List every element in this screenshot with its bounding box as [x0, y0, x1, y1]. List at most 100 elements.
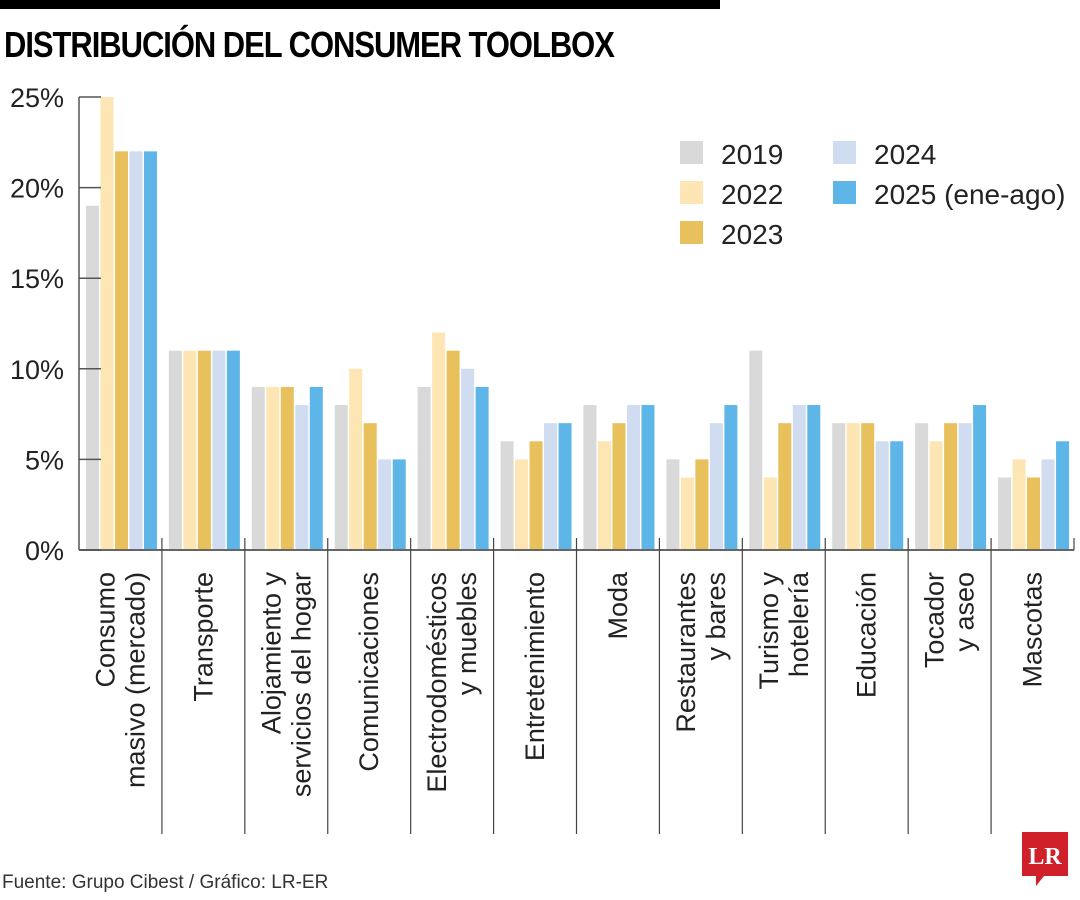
y-tick-label: 25% [10, 83, 64, 113]
bar-2025-cat-0 [143, 151, 157, 551]
bar-2023-cat-9 [861, 423, 875, 550]
chart-title: DISTRIBUCIÓN DEL CONSUMER TOOLBOX [4, 24, 615, 65]
bar-2025-cat-3 [392, 459, 406, 550]
bar-2024-cat-8 [792, 405, 806, 550]
bar-2023-cat-8 [778, 423, 792, 550]
bar-2022-cat-2 [266, 386, 280, 550]
legend-swatch [680, 181, 703, 204]
legend-item: 2023 [680, 219, 783, 250]
bar-2023-cat-4 [446, 350, 460, 550]
category-label-line: Turismo y [754, 572, 784, 690]
category-label: Consumo masivo (mercado) [90, 572, 150, 788]
logo-text: LR [1028, 844, 1062, 870]
bar-2019-cat-6 [583, 405, 597, 550]
bar-2022-cat-11 [1012, 459, 1026, 550]
legend-label: 2023 [721, 219, 783, 250]
source-note: Fuente: Grupo Cibest / Gráfico: LR-ER [2, 872, 329, 893]
category-label-line: Tocador [920, 572, 950, 668]
bar-2025-cat-5 [558, 423, 572, 550]
y-tick-label: 15% [10, 264, 64, 294]
category-label-line: y muebles [452, 572, 482, 695]
bar-2024-cat-5 [544, 423, 558, 550]
bar-2023-cat-0 [114, 151, 128, 551]
bar-2024-cat-11 [1041, 459, 1055, 550]
bar-2024-cat-4 [461, 368, 475, 550]
legend-swatch [680, 141, 703, 164]
legend: 2019 2022 2023 2024 2025 (ene-ago) [680, 139, 1065, 250]
category-label: Turismo y hotelería [754, 571, 814, 689]
category-label: Alojamiento y servicios del hogar [256, 572, 316, 798]
category-label-line: y bares [701, 572, 731, 661]
category-labels: Consumo masivo (mercado) Transporte Alojami… [90, 571, 1047, 797]
bar-2019-cat-0 [85, 205, 99, 550]
bar-2024-cat-9 [875, 441, 889, 550]
bar-2022-cat-8 [763, 477, 777, 550]
bar-2025-cat-9 [890, 441, 904, 550]
category-label: Mascotas [1018, 572, 1048, 688]
legend-label: 2019 [721, 139, 783, 170]
bar-2024-cat-7 [709, 423, 723, 550]
legend-label: 2025 (ene-ago) [874, 179, 1065, 210]
category-label-line: Comunicaciones [354, 572, 384, 772]
bars-layer [85, 97, 1070, 551]
bar-2025-cat-8 [807, 405, 821, 550]
bar-2024-cat-6 [626, 405, 640, 550]
legend-label: 2022 [721, 179, 783, 210]
bar-2022-cat-9 [846, 423, 860, 550]
category-label-line: Consumo [90, 572, 120, 688]
legend-item: 2019 [680, 139, 783, 170]
axes-layer: 0% 5% 10% 15% 20% 25% [10, 83, 1075, 834]
category-label: Entretenimiento [520, 572, 550, 761]
bar-2019-cat-1 [168, 350, 182, 550]
category-label-line: Restaurantes [671, 572, 701, 733]
bar-2019-cat-8 [749, 350, 763, 550]
bar-2019-cat-2 [251, 386, 265, 550]
category-label-line: servicios del hogar [286, 572, 316, 797]
bar-2019-cat-10 [915, 423, 929, 550]
y-tick-label: 5% [25, 445, 64, 475]
bar-2023-cat-5 [529, 441, 543, 550]
category-label-line: Moda [603, 571, 633, 640]
category-label: Educación [852, 572, 882, 698]
legend-item: 2022 [680, 179, 783, 210]
bar-2022-cat-0 [100, 97, 114, 550]
bar-2023-cat-2 [280, 386, 294, 550]
category-label-line: Alojamiento y [256, 572, 286, 735]
category-label-line: Electrodomésticos [422, 572, 452, 793]
bar-2019-cat-9 [832, 423, 846, 550]
bar-2023-cat-6 [612, 423, 626, 550]
bar-2025-cat-4 [475, 386, 489, 550]
legend-item: 2025 (ene-ago) [833, 179, 1065, 210]
legend-swatch [833, 181, 856, 204]
category-label-line: Mascotas [1018, 572, 1048, 688]
bar-2023-cat-3 [363, 423, 377, 550]
bar-2022-cat-5 [515, 459, 529, 550]
bar-2025-cat-6 [641, 405, 655, 550]
bar-2023-cat-10 [944, 423, 958, 550]
bar-2022-cat-4 [432, 332, 446, 550]
bar-2022-cat-6 [597, 441, 611, 550]
legend-item: 2024 [833, 139, 936, 170]
category-label-line: Educación [852, 572, 882, 698]
bar-2024-cat-2 [295, 405, 309, 550]
category-label: Moda [603, 571, 633, 640]
bar-2025-cat-2 [309, 386, 323, 550]
bar-2024-cat-1 [212, 350, 226, 550]
category-label-line: hotelería [784, 571, 814, 677]
y-tick-label: 0% [25, 536, 64, 566]
bar-2024-cat-0 [129, 151, 143, 551]
bar-2023-cat-11 [1027, 477, 1041, 550]
bar-2022-cat-1 [183, 350, 197, 550]
category-label: Transporte [188, 572, 218, 702]
bar-2025-cat-7 [724, 405, 738, 550]
category-label-line: Transporte [188, 572, 218, 702]
y-tick-label: 10% [10, 355, 64, 385]
category-label-line: Entretenimiento [520, 572, 550, 761]
category-label-line: masivo (mercado) [120, 572, 150, 788]
bar-2019-cat-11 [998, 477, 1012, 550]
bar-2025-cat-11 [1056, 441, 1070, 550]
bar-2019-cat-3 [334, 405, 348, 550]
legend-swatch [680, 221, 703, 244]
y-tick-label: 20% [10, 174, 64, 204]
lr-logo-icon: LR [1022, 832, 1068, 886]
